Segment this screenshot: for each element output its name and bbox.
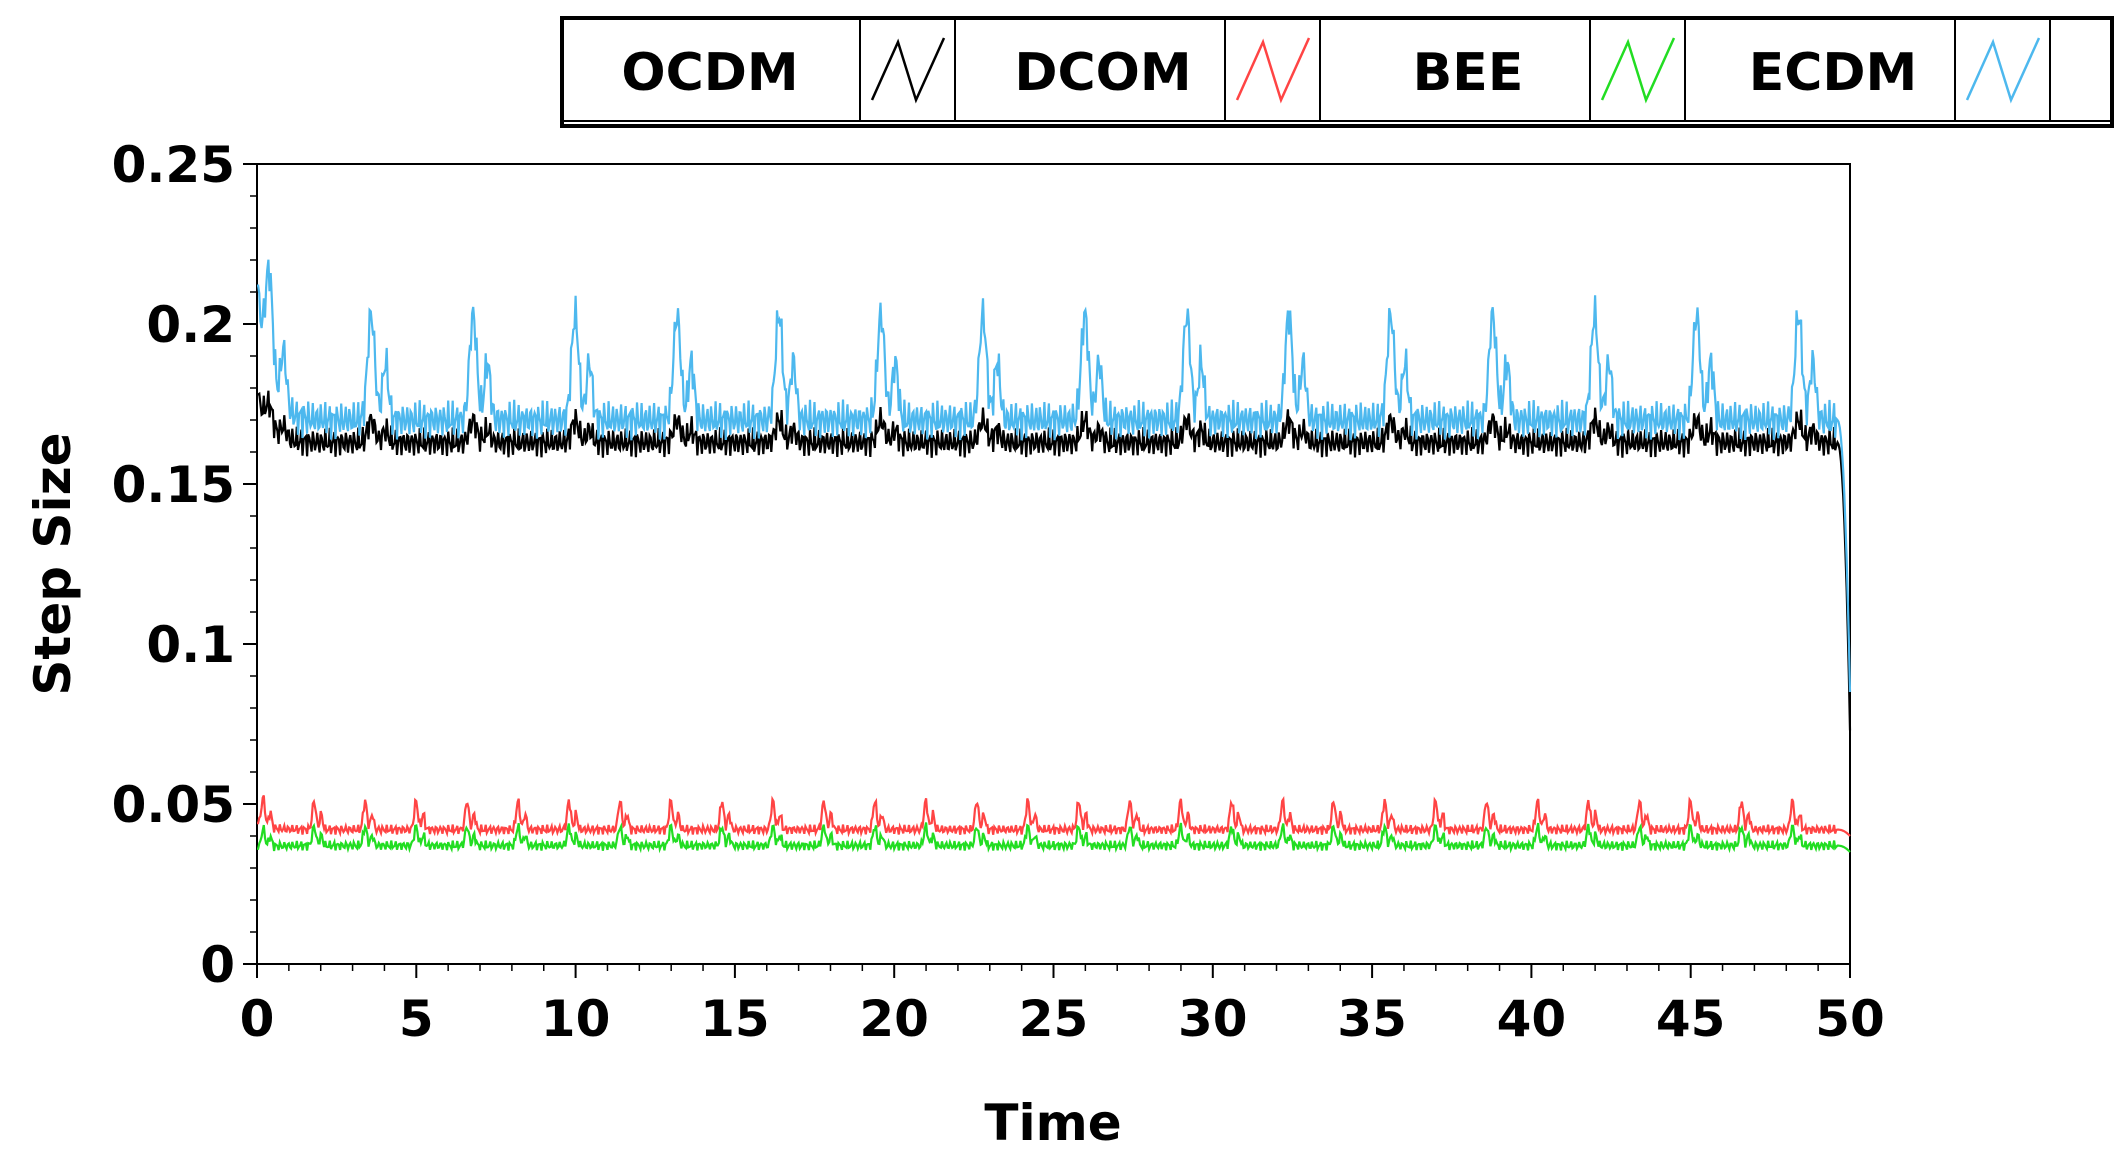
x-tick-label: 10 [541,990,611,1048]
x-axis: 0 5 10 15 20 25 30 35 40 45 50 [240,964,1885,1048]
series-ecdm-line [257,259,1852,693]
x-tick-label: 15 [700,990,770,1048]
y-tick-label: 0.25 [112,136,235,194]
y-tick-label: 0.1 [146,616,235,674]
legend-label-ocdm: OCDM [621,43,798,103]
legend-frame [560,16,2114,128]
x-tick-label: 30 [1178,990,1248,1048]
y-axis-label: Step Size [24,432,82,695]
series-dcom-line [257,794,1851,838]
x-tick-label: 5 [399,990,434,1048]
legend: OCDM DCOM BEE ECDM [560,16,2114,128]
x-tick-label: 40 [1497,990,1567,1048]
x-tick-label: 0 [240,990,275,1048]
x-tick-label: 50 [1815,990,1885,1048]
y-tick-label: 0.15 [112,456,235,514]
x-tick-label: 35 [1337,990,1407,1048]
x-tick-label: 25 [1019,990,1089,1048]
legend-swatch-bee [1600,37,1676,104]
legend-swatch-ecdm [1965,37,2041,104]
legend-swatch-dcom [1235,37,1311,104]
y-tick-label: 0 [200,936,235,994]
x-axis-label: Time [984,1094,1121,1152]
series-bee-line [257,822,1851,854]
legend-label-ecdm: ECDM [1749,43,1918,103]
series-group [257,259,1852,854]
y-tick-label: 0.2 [146,296,235,354]
legend-label-dcom: DCOM [1014,43,1191,103]
x-tick-label: 20 [859,990,929,1048]
y-axis: 0 0.05 0.1 0.15 0.2 0.25 [112,136,257,994]
x-tick-label: 45 [1656,990,1726,1048]
legend-swatch-ocdm [870,37,946,104]
legend-label-bee: BEE [1413,43,1524,103]
y-tick-label: 0.05 [112,776,235,834]
